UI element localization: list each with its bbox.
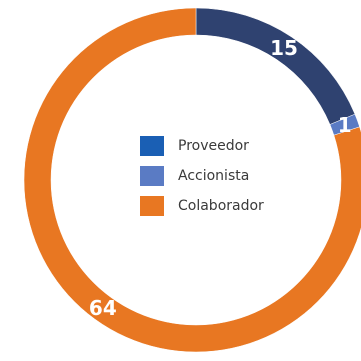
legend-swatch-colaborador [140, 196, 164, 216]
slice-label-proveedor: 15 [270, 36, 298, 60]
legend: Proveedor Accionista Colaborador [140, 136, 264, 216]
legend-swatch-accionista [140, 166, 164, 186]
slice-proveedor [195, 7, 356, 125]
slice-labels-group: 15 1 64 [89, 36, 352, 320]
slice-label-accionista: 1 [338, 113, 352, 137]
slice-label-colaborador: 64 [89, 296, 117, 320]
legend-label-accionista: Accionista [178, 168, 249, 184]
slices-group [23, 7, 361, 353]
legend-label-proveedor: Proveedor [178, 138, 249, 154]
legend-label-colaborador: Colaborador [178, 198, 264, 214]
slice-colaborador [23, 7, 361, 353]
legend-swatch-proveedor [140, 136, 164, 156]
